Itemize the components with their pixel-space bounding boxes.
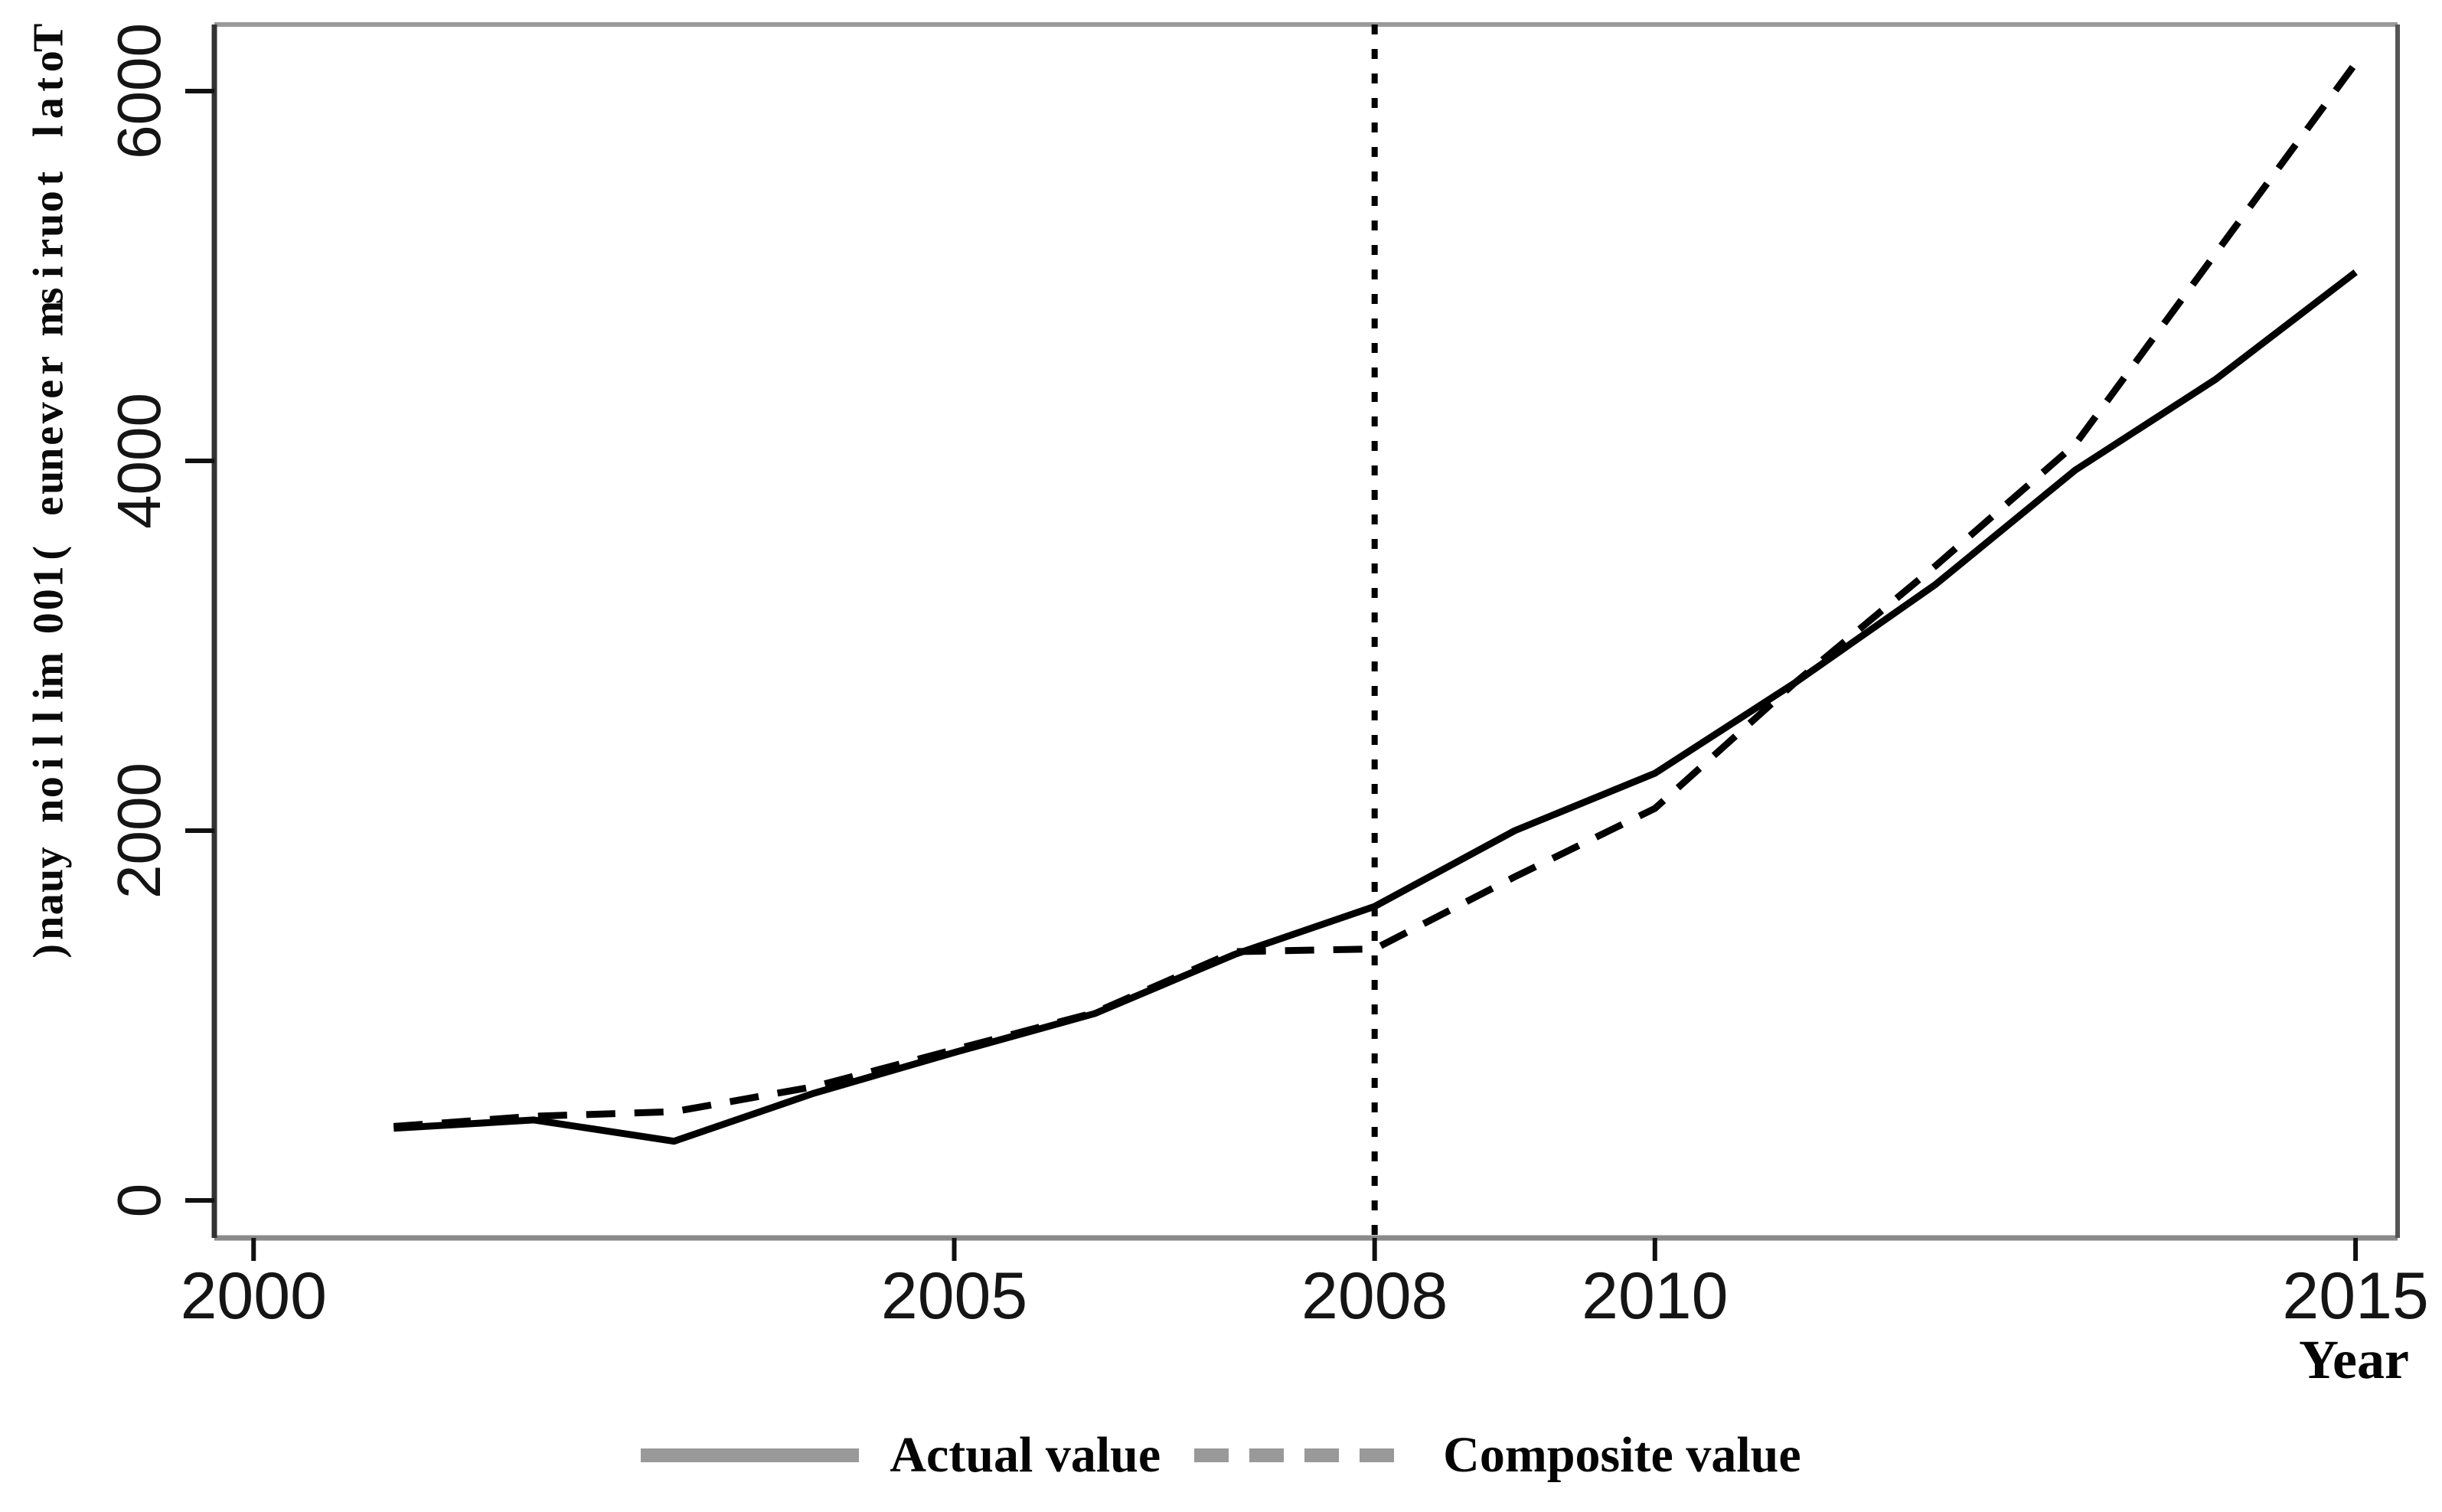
legend: Actual value Composite value — [0, 1421, 2442, 1490]
x-tick-label: 2008 — [1301, 1259, 1448, 1333]
y-tick-label: 6000 — [105, 23, 173, 159]
actual-value-line — [393, 269, 2358, 1145]
legend-swatch-dashed-line — [1194, 1448, 1413, 1462]
x-tick-label: 2015 — [2282, 1259, 2428, 1333]
legend-item-composite: Composite value — [1194, 1427, 1801, 1483]
legend-label-actual: Actual value — [890, 1427, 1161, 1483]
x-tick-label: 2010 — [1582, 1259, 1728, 1333]
x-tick-label: 2000 — [181, 1259, 327, 1333]
y-tick-label: 2000 — [105, 763, 173, 899]
legend-label-composite: Composite value — [1443, 1427, 1801, 1483]
x-axis-label: Year — [2299, 1329, 2409, 1390]
legend-item-actual: Actual value — [641, 1430, 1161, 1481]
x-tick-label: 2005 — [881, 1259, 1027, 1333]
y-tick-label: 0 — [105, 1184, 173, 1218]
legend-swatch-solid-line — [641, 1448, 860, 1462]
y-tick-label: 4000 — [105, 393, 173, 529]
